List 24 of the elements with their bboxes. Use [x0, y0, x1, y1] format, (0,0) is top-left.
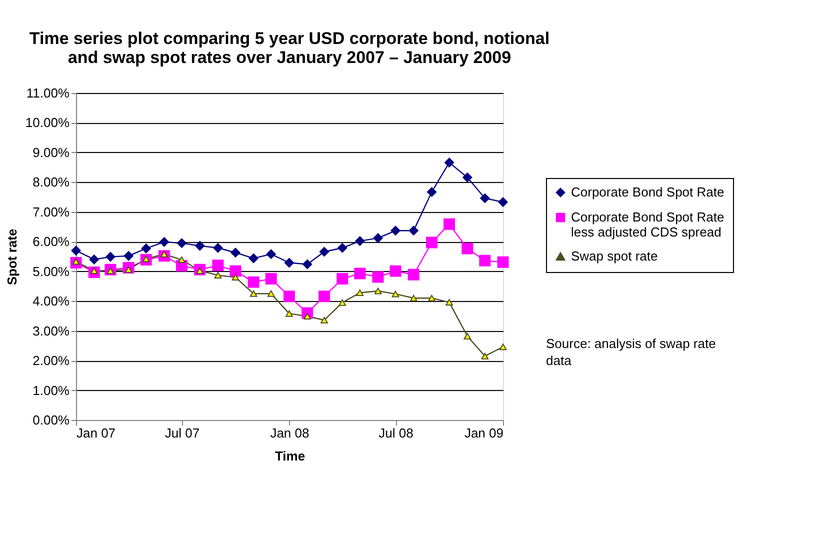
source-note: Source: analysis of swap rate data: [546, 336, 716, 368]
x-tick-label: Jan 08: [270, 426, 310, 440]
y-tick-label: 6.00%: [32, 234, 70, 250]
y-tick-label: 3.00%: [32, 323, 70, 338]
y-tick-label: 7.00%: [32, 204, 70, 220]
y-tick-label: 2.00%: [32, 353, 70, 368]
y-axis-title: Spot rate: [4, 228, 20, 286]
y-tick-label: 8.00%: [32, 174, 70, 190]
y-tick-label: 10.00%: [25, 115, 70, 130]
x-tick-label: Jan 07: [76, 426, 116, 440]
x-tick-label: Jan 09: [464, 426, 504, 440]
y-tick-label: 4.00%: [32, 294, 70, 309]
x-tick-label: Jul 07: [164, 426, 200, 440]
y-tick-label: 0.00%: [32, 412, 70, 428]
x-axis-title: Time: [274, 448, 306, 464]
y-tick-label: 1.00%: [32, 382, 70, 398]
y-tick-label: 9.00%: [32, 144, 70, 160]
y-tick-label: 5.00%: [32, 264, 70, 279]
y-tick-label: 11.00%: [26, 86, 70, 100]
legend-label: Swap spot rate: [571, 248, 658, 264]
chart-title: Time series plot comparing 5 year USD corporate bond, notional and swap spot rates over January 2007 – January 2009: [29, 29, 550, 67]
legend-label: Corporate Bond Spot Rate less adjusted CDS spread: [571, 210, 724, 240]
x-tick-label: Jul 08: [378, 426, 414, 440]
legend-label: Corporate Bond Spot Rate: [571, 184, 724, 200]
